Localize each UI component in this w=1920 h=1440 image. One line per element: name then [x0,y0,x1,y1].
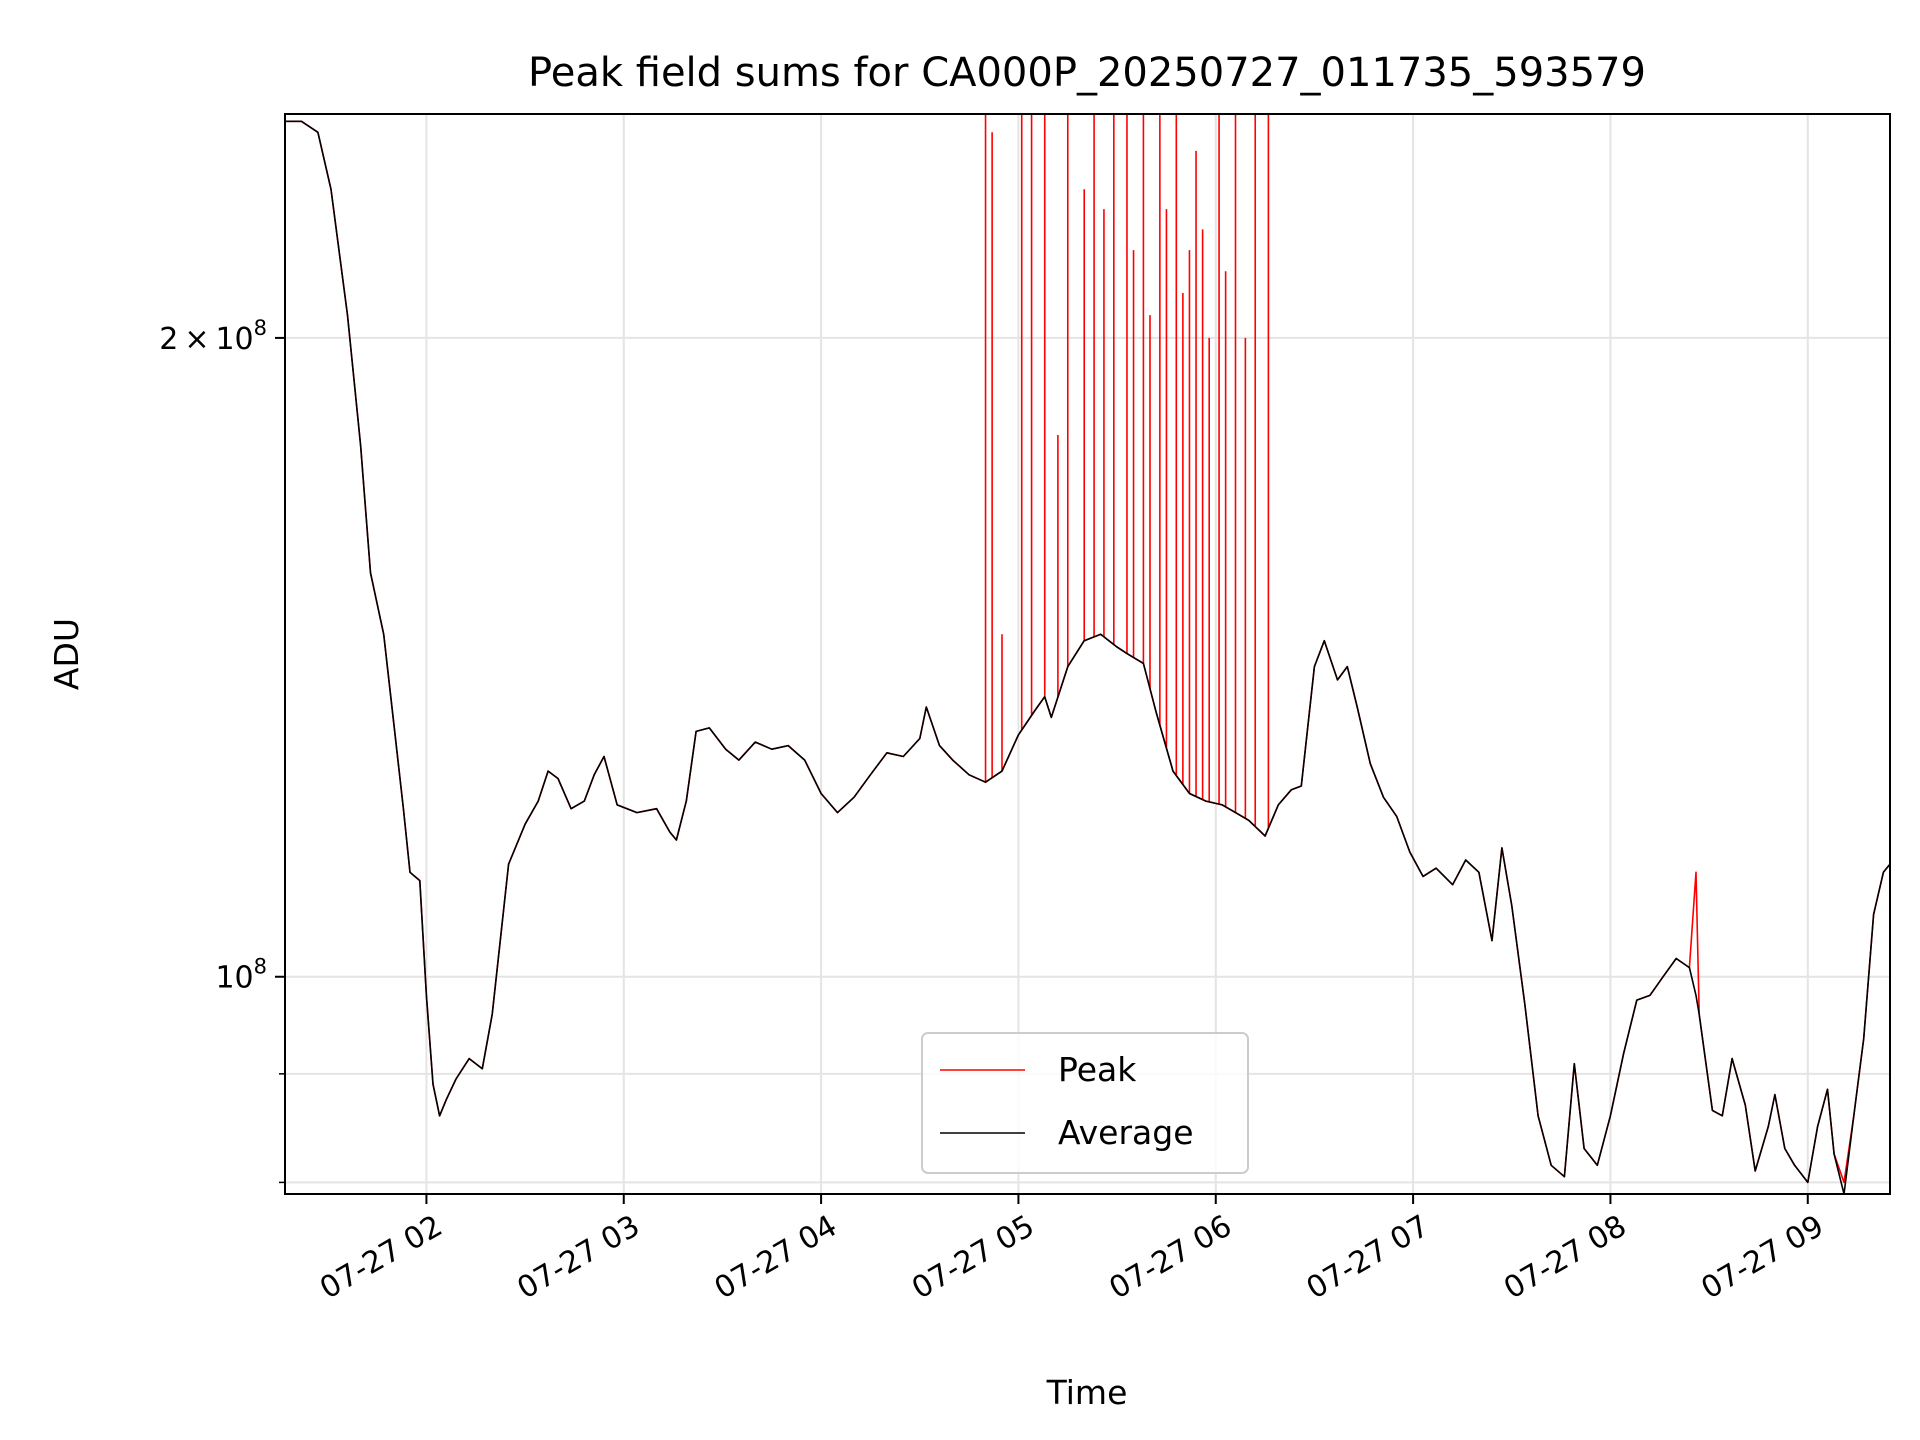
legend-box [921,1032,1249,1174]
plot-frame [284,113,1891,1195]
x-axis-label: Time [1046,1373,1128,1412]
legend: Peak Average [921,1032,1249,1174]
legend-label-peak: Peak [1058,1050,1137,1089]
y-axis: 108 2 × 108 [159,316,285,1184]
plot-area [285,114,1890,1194]
grid [285,114,1890,1194]
legend-label-average: Average [1058,1113,1194,1152]
y-axis-label: ADU [47,618,86,690]
series-line-average [285,120,1890,1194]
series-layer [285,114,1890,1194]
y-tick-label-1: 2 × 108 [159,316,267,357]
chart-title: Peak field sums for CA000P_20250727_0117… [528,50,1646,96]
y-tick-label-0: 108 [215,955,267,996]
